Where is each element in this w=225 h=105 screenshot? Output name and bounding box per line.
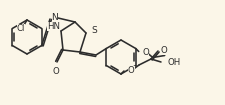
Text: Cl: Cl xyxy=(17,24,25,33)
Text: HN: HN xyxy=(47,22,60,30)
Text: OH: OH xyxy=(167,58,180,66)
Text: O: O xyxy=(142,48,149,57)
Text: O: O xyxy=(127,66,134,75)
Text: O: O xyxy=(52,67,59,76)
Text: O: O xyxy=(160,45,167,54)
Text: N: N xyxy=(51,13,58,22)
Text: S: S xyxy=(91,26,96,35)
